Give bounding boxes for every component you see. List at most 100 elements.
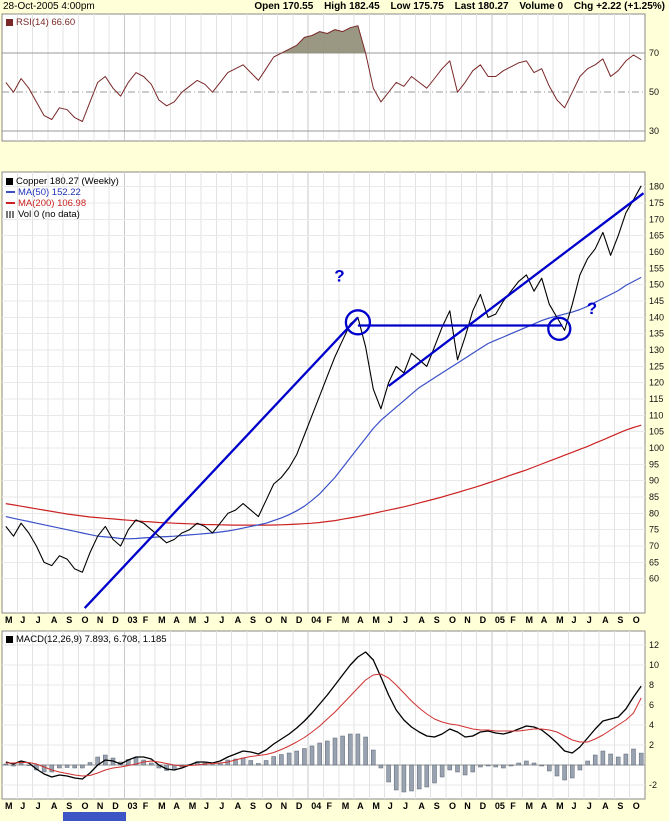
svg-text:95: 95 bbox=[649, 459, 659, 469]
svg-text:F: F bbox=[143, 801, 149, 811]
svg-text:175: 175 bbox=[649, 198, 664, 208]
footer-banner[interactable] bbox=[63, 812, 126, 821]
svg-text:F: F bbox=[510, 801, 516, 811]
svg-text:J: J bbox=[403, 801, 408, 811]
quote-summary: Open 170.55 High 182.45 Low 175.75 Last … bbox=[246, 1, 665, 12]
svg-text:-2: -2 bbox=[649, 780, 657, 790]
svg-text:J: J bbox=[204, 801, 209, 811]
rsi-legend-icon bbox=[6, 19, 13, 26]
svg-text:J: J bbox=[20, 801, 25, 811]
svg-text:30: 30 bbox=[649, 126, 659, 136]
svg-text:J: J bbox=[219, 801, 224, 811]
svg-text:05: 05 bbox=[495, 801, 505, 811]
quote-last: Last 180.27 bbox=[454, 1, 509, 12]
svg-text:M: M bbox=[5, 801, 13, 811]
svg-text:150: 150 bbox=[649, 280, 664, 290]
svg-text:A: A bbox=[51, 801, 58, 811]
svg-text:M: M bbox=[556, 615, 564, 625]
svg-text:03: 03 bbox=[128, 801, 138, 811]
svg-text:05: 05 bbox=[495, 615, 505, 625]
macd-legend: MACD(12,26,9) 7.893, 6.708, 1.185 bbox=[6, 634, 167, 645]
svg-text:65: 65 bbox=[649, 557, 659, 567]
svg-text:S: S bbox=[66, 615, 72, 625]
svg-text:D: D bbox=[480, 801, 487, 811]
svg-text:A: A bbox=[541, 801, 548, 811]
svg-text:12: 12 bbox=[649, 640, 659, 650]
svg-text:D: D bbox=[480, 615, 487, 625]
svg-text:04: 04 bbox=[311, 615, 321, 625]
svg-text:J: J bbox=[36, 615, 41, 625]
svg-text:A: A bbox=[357, 615, 364, 625]
rsi-legend: RSI(14) 66.60 bbox=[6, 17, 75, 28]
svg-text:100: 100 bbox=[649, 443, 664, 453]
rsi-legend-label: RSI(14) 66.60 bbox=[16, 17, 76, 28]
svg-text:135: 135 bbox=[649, 329, 664, 339]
quote-volume: Volume 0 bbox=[519, 1, 564, 12]
svg-text:M: M bbox=[372, 801, 380, 811]
svg-text:D: D bbox=[112, 801, 119, 811]
svg-text:J: J bbox=[572, 801, 577, 811]
svg-text:105: 105 bbox=[649, 427, 664, 437]
svg-text:O: O bbox=[449, 615, 456, 625]
svg-text:N: N bbox=[464, 801, 471, 811]
svg-text:J: J bbox=[403, 615, 408, 625]
volume-legend-icon bbox=[6, 211, 15, 218]
svg-text:N: N bbox=[97, 801, 104, 811]
svg-text:O: O bbox=[265, 615, 272, 625]
svg-text:A: A bbox=[173, 615, 180, 625]
ma200-legend-label: MA(200) 106.98 bbox=[18, 198, 87, 209]
svg-text:N: N bbox=[281, 615, 288, 625]
svg-text:50: 50 bbox=[649, 87, 659, 97]
svg-text:170: 170 bbox=[649, 214, 664, 224]
svg-text:M: M bbox=[342, 615, 350, 625]
svg-text:85: 85 bbox=[649, 492, 659, 502]
svg-text:4: 4 bbox=[649, 720, 654, 730]
svg-text:O: O bbox=[82, 801, 89, 811]
quote-high: High 182.45 bbox=[324, 1, 380, 12]
svg-text:70: 70 bbox=[649, 48, 659, 58]
svg-text:S: S bbox=[66, 801, 72, 811]
svg-text:J: J bbox=[20, 615, 25, 625]
svg-text:6: 6 bbox=[649, 700, 654, 710]
macd-legend-label: MACD(12,26,9) 7.893, 6.708, 1.185 bbox=[16, 634, 167, 645]
svg-text:?: ? bbox=[587, 299, 597, 318]
svg-text:J: J bbox=[36, 801, 41, 811]
svg-text:O: O bbox=[449, 801, 456, 811]
svg-text:J: J bbox=[204, 615, 209, 625]
svg-text:F: F bbox=[327, 615, 333, 625]
svg-text:O: O bbox=[633, 615, 640, 625]
svg-text:03: 03 bbox=[128, 615, 138, 625]
ma200-legend-icon bbox=[6, 202, 15, 204]
svg-text:130: 130 bbox=[649, 345, 664, 355]
svg-text:140: 140 bbox=[649, 312, 664, 322]
svg-text:S: S bbox=[617, 615, 623, 625]
svg-text:D: D bbox=[296, 801, 303, 811]
svg-text:M: M bbox=[342, 801, 350, 811]
svg-text:M: M bbox=[189, 615, 197, 625]
svg-text:120: 120 bbox=[649, 378, 664, 388]
price-legend-volume: Vol 0 (no data) bbox=[6, 209, 119, 220]
ma50-legend-label: MA(50) 152.22 bbox=[18, 187, 81, 198]
svg-text:J: J bbox=[219, 615, 224, 625]
svg-text:N: N bbox=[464, 615, 471, 625]
svg-text:A: A bbox=[51, 615, 58, 625]
svg-text:A: A bbox=[602, 801, 609, 811]
quote-open: Open 170.55 bbox=[254, 1, 314, 12]
svg-text:M: M bbox=[556, 801, 564, 811]
svg-text:J: J bbox=[572, 615, 577, 625]
price-legend-copper: Copper 180.27 (Weekly) bbox=[6, 176, 119, 187]
quote-low: Low 175.75 bbox=[390, 1, 444, 12]
svg-text:O: O bbox=[633, 801, 640, 811]
svg-text:A: A bbox=[418, 615, 425, 625]
svg-text:D: D bbox=[296, 615, 303, 625]
price-legend-ma200: MA(200) 106.98 bbox=[6, 198, 119, 209]
svg-text:F: F bbox=[327, 801, 333, 811]
svg-text:A: A bbox=[418, 801, 425, 811]
svg-text:J: J bbox=[587, 615, 592, 625]
svg-text:M: M bbox=[526, 801, 534, 811]
svg-text:A: A bbox=[235, 801, 242, 811]
chart-datetime: 28-Oct-2005 4:00pm bbox=[3, 1, 95, 12]
svg-text:J: J bbox=[388, 615, 393, 625]
svg-text:S: S bbox=[434, 615, 440, 625]
